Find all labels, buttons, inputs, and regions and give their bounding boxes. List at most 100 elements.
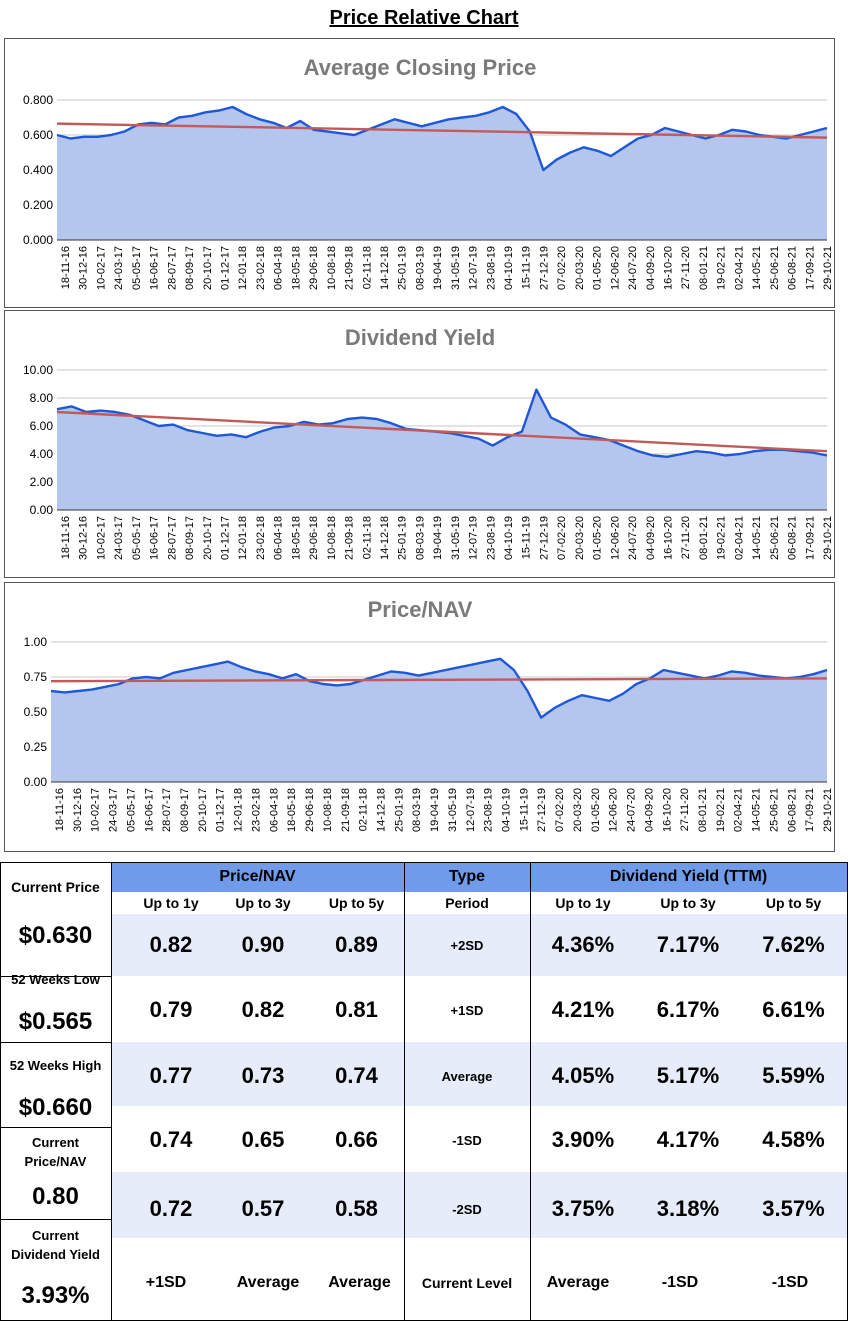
x-tick-label: 25-06-21 <box>769 516 781 560</box>
x-tick-label: 18-11-16 <box>60 246 72 289</box>
dy-period-5y: Up to 5y <box>765 895 822 911</box>
pnav-2sd-5y: 0.89 <box>335 932 378 957</box>
pnav-period-3y: Up to 3y <box>235 895 291 911</box>
chart-average-closing-price: Average Closing Price 0.000 0.200 0.400 0.60… <box>4 38 835 308</box>
type-m2sd: -2SD <box>452 1201 482 1217</box>
x-tick-label: 24-07-20 <box>626 788 638 832</box>
pnav-label-1: Current <box>32 1134 79 1150</box>
x-tick-label: 24-03-17 <box>113 246 125 290</box>
current-level-label: Current Level <box>421 1275 513 1291</box>
x-tick-label: 16-06-17 <box>149 246 161 290</box>
x-tick-label: 18-05-18 <box>290 246 302 290</box>
x-tick-label: 30-12-16 <box>72 788 84 832</box>
type-average: Average <box>441 1068 493 1084</box>
pnav-value: 0.80 <box>32 1183 79 1210</box>
stats-left-border <box>0 862 1 1321</box>
x-tick-label: 14-05-21 <box>751 788 763 832</box>
x-tick-label: 16-10-20 <box>663 246 675 290</box>
page-title: Price Relative Chart <box>329 7 519 29</box>
x-tick-label: 23-02-18 <box>255 516 267 560</box>
current-dy-3y: -1SD <box>661 1274 699 1291</box>
x-tick-label: 08-03-19 <box>411 788 423 832</box>
side-divider-2 <box>0 1042 111 1043</box>
pnav-avg-1y: 0.77 <box>149 1063 193 1088</box>
x-tick-label: 20-10-17 <box>197 788 209 832</box>
x-tick-label: 04-10-19 <box>503 516 515 560</box>
x-tick-label: 04-09-20 <box>645 246 657 290</box>
x-tick-label: 06-04-18 <box>268 788 280 832</box>
x-tick-label: 24-03-17 <box>113 516 125 560</box>
pnav-label-2: Price/NAV <box>24 1153 87 1169</box>
x-tick-label: 18-11-16 <box>54 788 66 831</box>
dy-period-3y: Up to 3y <box>660 895 716 911</box>
x-tick-label: 23-08-19 <box>483 788 495 832</box>
series-line <box>50 657 828 719</box>
x-tick-label: 04-10-19 <box>503 246 515 290</box>
x-tick-label: 08-01-21 <box>697 788 709 832</box>
x-tick-label: 14-05-21 <box>751 516 763 560</box>
dy-2sd-5y: 7.62% <box>762 932 825 957</box>
x-tick-label: 02-11-18 <box>361 516 373 559</box>
dy-2sd-1y: 4.36% <box>551 932 615 957</box>
current-pnav-1y: +1SD <box>145 1274 187 1291</box>
y-tick-label: 4.00 <box>30 447 54 461</box>
side-divider <box>111 862 112 1321</box>
row-band-5 <box>112 1172 847 1238</box>
x-tick-label: 07-02-20 <box>556 516 568 560</box>
dy-m1sd-1y: 3.90% <box>551 1127 615 1152</box>
x-tick-label: 19-04-19 <box>432 516 444 560</box>
x-tick-label: 20-03-20 <box>574 246 586 290</box>
x-tick-label: 25-01-19 <box>397 516 409 560</box>
x-tick-label: 27-11-20 <box>679 788 691 831</box>
y-tick-label: 2.00 <box>30 475 54 489</box>
x-tick-label: 01-05-20 <box>592 516 604 560</box>
stats-panel: Current Price $0.630 52 Weeks Low $0.565… <box>0 862 848 1321</box>
period-label: Period <box>445 895 489 911</box>
y-tick-label: 6.00 <box>30 419 54 433</box>
x-tick-label: 29-06-18 <box>308 246 320 290</box>
high-label: 52 Weeks High <box>9 1057 102 1073</box>
x-tick-label: 12-01-18 <box>237 246 249 290</box>
x-tick-label: 12-06-20 <box>609 246 621 290</box>
low-value: $0.565 <box>18 1008 93 1035</box>
y-tick-label: 0.75 <box>24 670 48 684</box>
x-tick-label: 05-05-17 <box>125 788 137 832</box>
x-tick-label: 12-07-19 <box>468 246 480 290</box>
chart-price-nav: Price/NAV 0.00 0.25 0.50 0.75 1.00 18-11-16 30-… <box>4 582 835 852</box>
x-tick-label: 19-04-19 <box>432 246 444 290</box>
row-band-3 <box>112 1042 847 1106</box>
x-tick-label: 14-12-18 <box>379 516 391 560</box>
x-tick-label: 17-09-21 <box>804 788 816 832</box>
trend-line <box>56 122 828 139</box>
x-tick-label: 14-12-18 <box>376 788 388 832</box>
x-tick-label: 18-05-18 <box>290 516 302 560</box>
x-tick-label: 31-05-19 <box>450 516 462 560</box>
type-1sd: +1SD <box>450 1002 484 1018</box>
dy-header: Dividend Yield (TTM) <box>530 862 847 892</box>
x-tick-label: 04-09-20 <box>645 516 657 560</box>
y-tick-label: 0.25 <box>24 740 48 754</box>
x-tick-label: 27-11-20 <box>680 516 692 559</box>
pnav-m2sd-5y: 0.58 <box>335 1196 378 1221</box>
pnav-m1sd-5y: 0.66 <box>335 1127 378 1152</box>
x-tick-label: 17-09-21 <box>804 516 816 560</box>
x-tick-label: 15-11-19 <box>521 246 533 289</box>
pnav-m1sd-3y: 0.65 <box>241 1127 285 1152</box>
x-tick-label: 16-10-20 <box>663 516 675 560</box>
current-dy-5y: -1SD <box>771 1274 809 1291</box>
chart-title: Price/NAV <box>368 597 473 622</box>
x-tick-label: 16-06-17 <box>149 516 161 560</box>
x-tick-label: 29-10-21 <box>822 788 834 832</box>
x-tick-label: 19-02-21 <box>716 516 728 560</box>
x-tick-label: 12-06-20 <box>608 788 620 832</box>
x-tick-label: 18-11-16 <box>60 516 72 559</box>
x-tick-label: 27-12-19 <box>536 788 548 832</box>
x-tick-label: 14-12-18 <box>379 246 391 290</box>
x-tick-label: 10-02-17 <box>90 788 102 832</box>
x-tick-label: 15-11-19 <box>518 788 530 831</box>
x-tick-label: 10-08-18 <box>326 246 338 290</box>
x-tick-label: 12-07-19 <box>468 516 480 560</box>
y-tick-label: 0.00 <box>24 775 48 789</box>
current-pnav-5y: Average <box>328 1274 391 1291</box>
stats-top-border <box>0 862 848 863</box>
